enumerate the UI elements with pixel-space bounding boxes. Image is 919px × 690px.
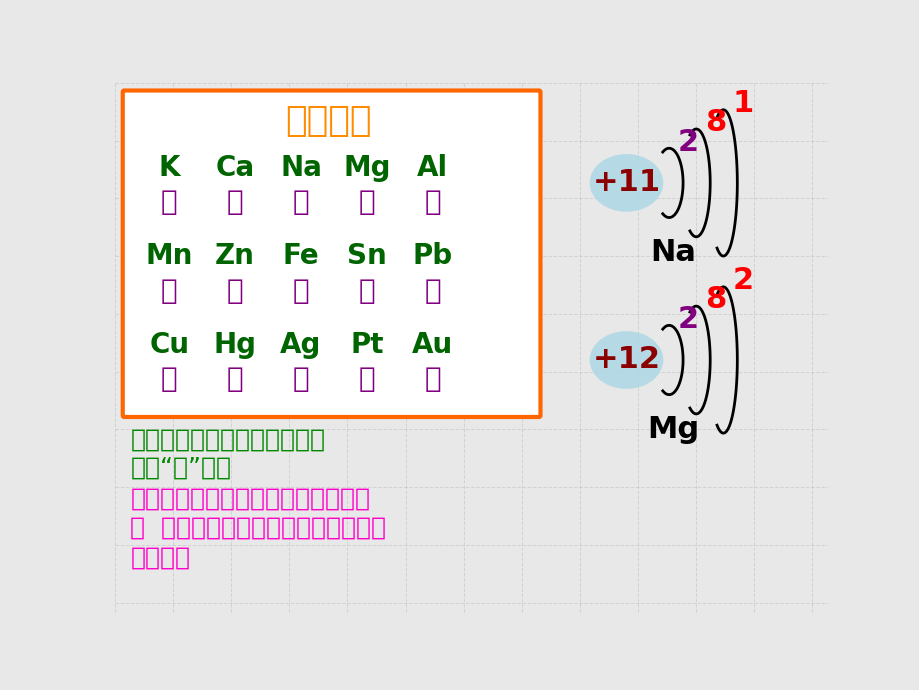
Text: +12: +12 [592, 346, 660, 375]
Text: 钔: 钔 [292, 188, 309, 216]
Text: 铅: 铅 [424, 277, 440, 305]
Text: Ca: Ca [215, 153, 255, 181]
Text: 于  个，在化学反应中易失去电子形成: 于 个，在化学反应中易失去电子形成 [130, 516, 386, 540]
Text: 锶: 锶 [161, 277, 177, 305]
Text: 铁: 铁 [292, 277, 309, 305]
Text: 锷: 锷 [227, 277, 244, 305]
Text: 1: 1 [732, 89, 753, 118]
Text: +11: +11 [592, 168, 660, 197]
Text: Fe: Fe [282, 242, 319, 270]
Text: Na: Na [650, 237, 695, 267]
Text: Mg: Mg [343, 153, 391, 181]
Text: Pb: Pb [413, 242, 452, 270]
Text: 金属元素的原子最外层电子数一般少: 金属元素的原子最外层电子数一般少 [130, 486, 370, 511]
Text: Ag: Ag [280, 331, 322, 359]
Text: Pt: Pt [350, 331, 383, 359]
Text: 汞: 汞 [227, 365, 244, 393]
Text: 钒: 钒 [161, 188, 177, 216]
Text: Mn: Mn [145, 242, 193, 270]
Text: 2: 2 [677, 305, 698, 334]
Text: 金属元素: 金属元素 [285, 104, 371, 138]
Text: Cu: Cu [149, 331, 189, 359]
Text: 2: 2 [677, 128, 698, 157]
Text: 阳离子。: 阳离子。 [130, 545, 190, 569]
Ellipse shape [589, 331, 663, 389]
Text: Au: Au [412, 331, 453, 359]
Text: Sn: Sn [346, 242, 386, 270]
Text: Al: Al [416, 153, 448, 181]
Ellipse shape [589, 154, 663, 212]
Text: 锡: 锡 [358, 277, 375, 305]
Text: 8: 8 [704, 108, 725, 137]
Text: Hg: Hg [213, 331, 256, 359]
Text: Mg: Mg [646, 415, 698, 444]
FancyBboxPatch shape [122, 90, 539, 417]
Text: 都有“钅”字旁: 都有“钅”字旁 [130, 456, 232, 480]
Text: 8: 8 [704, 286, 725, 315]
Text: 金: 金 [424, 365, 440, 393]
Text: 2: 2 [732, 266, 753, 295]
Text: 铜: 铜 [161, 365, 177, 393]
Text: 钕: 钕 [358, 188, 375, 216]
Text: 通常为固态的金属元素的名称: 通常为固态的金属元素的名称 [130, 427, 325, 451]
Text: K: K [158, 153, 180, 181]
Text: Na: Na [279, 153, 322, 181]
Text: 锹: 锹 [292, 365, 309, 393]
Text: 钓: 钓 [227, 188, 244, 216]
Text: 铝: 铝 [424, 188, 440, 216]
Text: 镉: 镉 [358, 365, 375, 393]
Text: Zn: Zn [215, 242, 255, 270]
